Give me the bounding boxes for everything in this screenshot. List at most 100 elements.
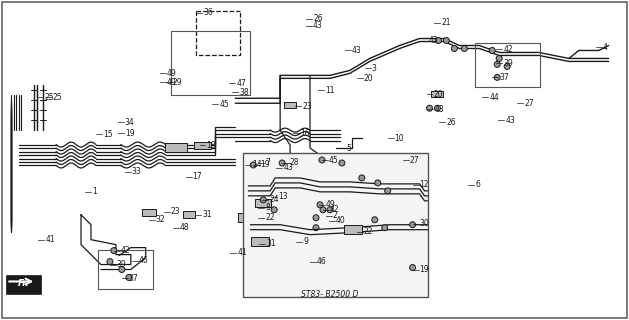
Text: 47: 47 <box>237 79 246 88</box>
Text: 18: 18 <box>206 140 216 149</box>
Circle shape <box>375 180 381 186</box>
Text: 43: 43 <box>428 36 438 45</box>
Circle shape <box>409 265 416 270</box>
Text: 43: 43 <box>352 46 362 55</box>
Text: 5: 5 <box>347 144 352 153</box>
Bar <box>255 199 271 207</box>
Text: 28: 28 <box>289 158 299 167</box>
Text: 27: 27 <box>524 99 534 108</box>
Circle shape <box>126 275 132 280</box>
Text: 1: 1 <box>92 188 97 196</box>
Text: 41: 41 <box>237 248 247 257</box>
Text: 45: 45 <box>220 100 229 109</box>
Text: 11: 11 <box>325 86 335 95</box>
Circle shape <box>327 207 333 213</box>
Text: 34: 34 <box>125 118 135 127</box>
Circle shape <box>317 202 323 208</box>
Circle shape <box>382 225 387 231</box>
Circle shape <box>260 197 266 203</box>
Text: 27: 27 <box>409 156 419 164</box>
Bar <box>142 209 156 216</box>
Text: 43: 43 <box>435 105 444 114</box>
Circle shape <box>494 74 500 80</box>
Text: 26: 26 <box>313 14 323 23</box>
Text: 19: 19 <box>260 160 270 170</box>
Text: 14: 14 <box>252 160 262 170</box>
Circle shape <box>313 215 319 221</box>
Circle shape <box>452 45 457 52</box>
Circle shape <box>313 225 319 231</box>
Text: 15: 15 <box>103 130 113 139</box>
Text: ST83- B2500 D: ST83- B2500 D <box>301 290 359 299</box>
Text: 36: 36 <box>204 8 213 17</box>
Text: 19: 19 <box>125 129 135 138</box>
Text: 41: 41 <box>45 235 55 244</box>
Circle shape <box>426 105 433 111</box>
Text: 49: 49 <box>326 200 336 209</box>
Text: 44: 44 <box>489 93 499 102</box>
Bar <box>344 225 362 234</box>
Circle shape <box>107 259 113 265</box>
Text: 40: 40 <box>336 216 346 225</box>
Circle shape <box>279 160 285 166</box>
Text: 31: 31 <box>203 210 212 219</box>
Text: 24: 24 <box>269 195 279 204</box>
Text: 9: 9 <box>303 237 308 246</box>
Circle shape <box>320 207 326 213</box>
Circle shape <box>319 157 325 163</box>
Text: 16: 16 <box>300 129 309 138</box>
Text: 49: 49 <box>167 78 176 87</box>
Text: 13: 13 <box>278 192 288 201</box>
Text: 43: 43 <box>505 116 515 125</box>
Circle shape <box>461 45 467 52</box>
Text: 38: 38 <box>239 88 249 97</box>
Bar <box>194 141 211 148</box>
Text: 42: 42 <box>503 45 513 54</box>
Text: 43: 43 <box>313 21 323 30</box>
Text: 26: 26 <box>447 118 456 127</box>
Bar <box>243 153 428 297</box>
Text: 23: 23 <box>302 102 312 111</box>
Circle shape <box>119 267 125 273</box>
Text: 7: 7 <box>265 158 270 167</box>
Text: 30: 30 <box>420 219 429 228</box>
Text: 19: 19 <box>420 265 429 274</box>
Text: 31: 31 <box>266 239 276 248</box>
Bar <box>251 237 269 246</box>
Bar <box>98 250 153 289</box>
Text: 12: 12 <box>420 180 429 189</box>
Circle shape <box>339 160 345 166</box>
Text: 2: 2 <box>333 211 338 220</box>
Text: 20: 20 <box>433 90 443 99</box>
Text: 32: 32 <box>156 215 165 224</box>
Text: 48: 48 <box>180 223 189 232</box>
Circle shape <box>504 63 510 69</box>
Text: 20: 20 <box>364 74 374 83</box>
Text: 37: 37 <box>129 274 138 283</box>
Text: Fr.: Fr. <box>18 279 29 288</box>
Bar <box>6 275 41 294</box>
Circle shape <box>372 217 378 223</box>
Text: 3: 3 <box>372 64 377 73</box>
Bar <box>431 91 443 97</box>
Circle shape <box>494 61 500 68</box>
Text: 29: 29 <box>172 78 182 87</box>
Text: 6: 6 <box>476 180 480 189</box>
Text: 25: 25 <box>52 93 62 102</box>
Circle shape <box>496 55 502 61</box>
Text: 49: 49 <box>167 69 176 78</box>
Bar <box>262 192 274 199</box>
Text: 22: 22 <box>265 213 275 222</box>
Circle shape <box>359 175 365 181</box>
Circle shape <box>385 188 391 194</box>
Text: 45: 45 <box>329 156 338 164</box>
Circle shape <box>271 207 277 213</box>
Circle shape <box>489 47 495 53</box>
Text: 23: 23 <box>170 207 181 216</box>
Text: 22: 22 <box>364 227 373 236</box>
Bar <box>298 200 353 261</box>
Text: 42: 42 <box>330 205 340 214</box>
Text: 33: 33 <box>132 167 142 176</box>
Bar <box>170 31 250 95</box>
Circle shape <box>435 105 440 111</box>
